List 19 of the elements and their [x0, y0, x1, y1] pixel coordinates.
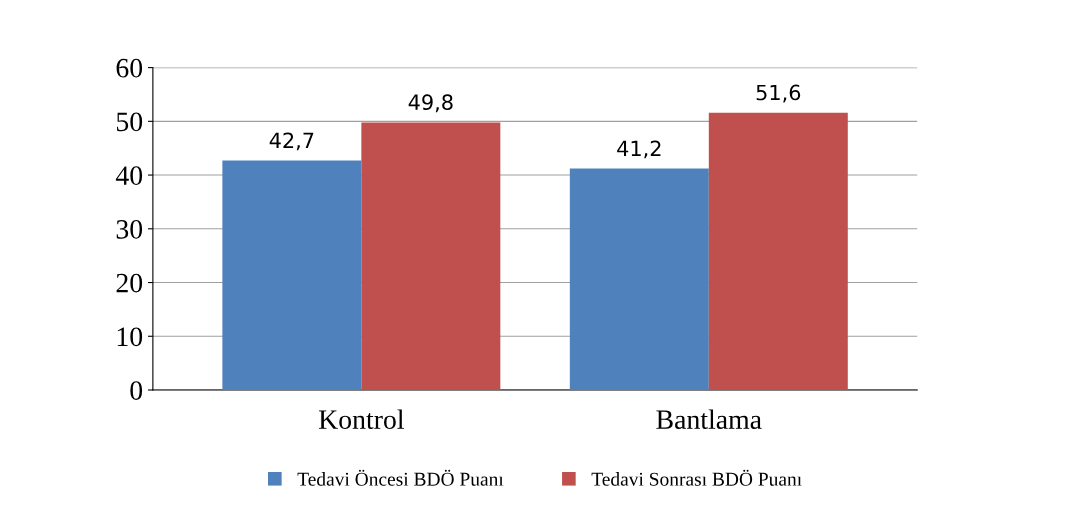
- y-tick-label: 30: [116, 219, 143, 239]
- bar: [569, 168, 709, 390]
- bar: [708, 112, 848, 390]
- x-tick-label: Bantlama: [656, 409, 762, 429]
- y-tick-label: 40: [115, 166, 143, 185]
- y-tick-label: 20: [116, 273, 143, 293]
- data-label: 49,8: [408, 94, 453, 113]
- x-tick-label: Kontrol: [318, 409, 404, 429]
- y-tick-label: 50: [116, 112, 143, 132]
- bar: [361, 122, 501, 390]
- y-tick-label: 10: [117, 327, 143, 347]
- y-tick-label: 60: [116, 58, 143, 78]
- y-tick-label: 0: [130, 381, 143, 400]
- legend-label: Tedavi Sonrası BDÖ Puanı: [591, 469, 802, 486]
- legend-label: Tedavi Öncesi BDÖ Puanı: [297, 469, 504, 486]
- data-label: 51,6: [756, 84, 801, 103]
- data-label: 41,2: [617, 140, 661, 159]
- bar: [222, 160, 362, 390]
- data-label: 42,7: [269, 132, 314, 151]
